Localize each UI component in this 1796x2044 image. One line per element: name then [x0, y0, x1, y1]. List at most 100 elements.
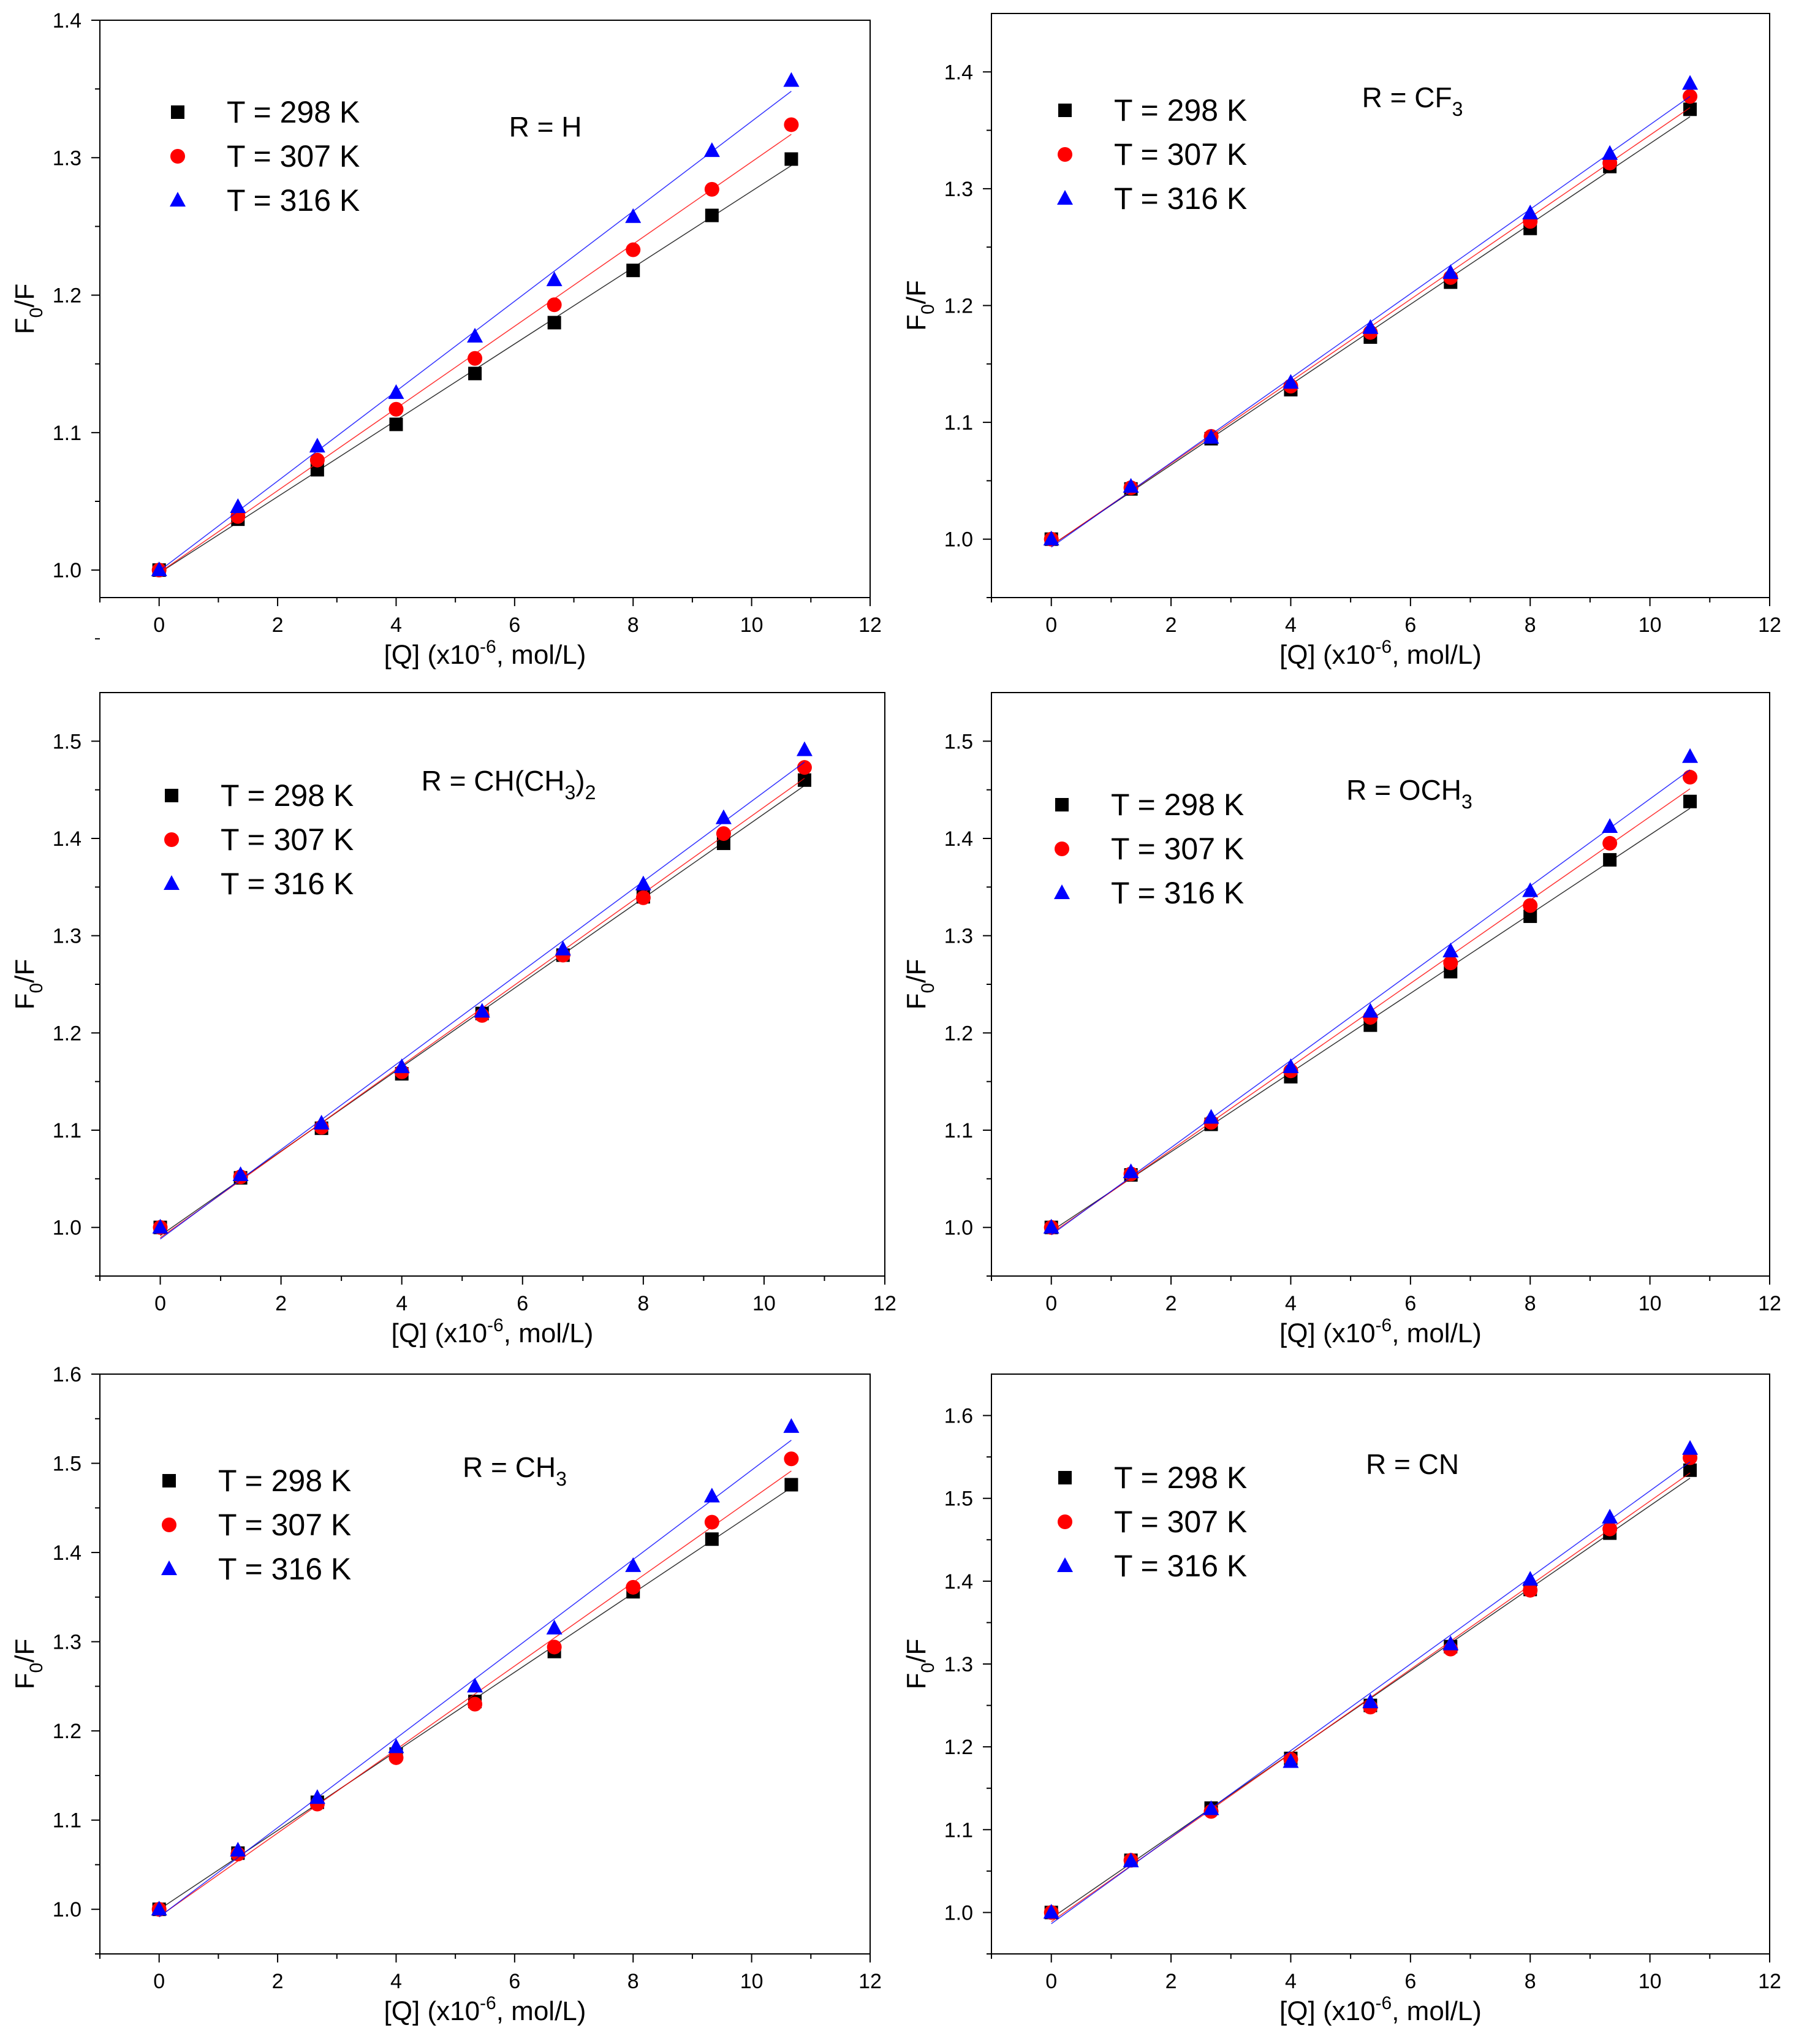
x-tick-label: 8: [627, 614, 639, 637]
legend-marker-square: [165, 789, 178, 802]
y-tick-label: 1.1: [944, 1119, 973, 1142]
data-point-circle: [716, 826, 731, 842]
y-tick-label: 1.4: [53, 9, 81, 32]
panel-title: R = CF3: [1362, 82, 1463, 120]
data-point-square: [547, 316, 561, 330]
x-tick-label: 10: [752, 1292, 776, 1315]
legend-marker-triangle: [170, 192, 186, 207]
x-tick-label: 0: [1045, 1970, 1057, 1993]
chart-panel-4: 0 2 4 6 8 10 12 1.0 1.1 1.2 1.3 1.4 1.5 [Q] (x10-6, m…: [901, 692, 1781, 1348]
x-tick-label: 6: [1404, 614, 1416, 637]
data-point-circle: [1602, 1521, 1618, 1537]
data-point-triangle: [1203, 1109, 1219, 1124]
fit-line-T316: [1051, 769, 1691, 1236]
x-axis-label: [Q] (x10-6, mol/L): [384, 637, 586, 670]
data-point-square: [784, 1478, 798, 1492]
data-point-circle: [1602, 835, 1618, 851]
data-point-triangle: [555, 940, 571, 956]
legend-label: T = 307 K: [1114, 1505, 1247, 1539]
x-tick-label: 12: [858, 1970, 882, 1993]
legend-marker-circle: [162, 1518, 176, 1532]
x-tick-label: 2: [1165, 614, 1177, 637]
y-tick-label: 1.1: [53, 422, 81, 445]
y-axis-label: F0/F: [901, 280, 938, 331]
x-tick-label: 0: [154, 1292, 166, 1315]
data-point-triangle: [1283, 1753, 1299, 1768]
y-tick-label: 1.5: [944, 730, 973, 753]
y-tick-label: 1.1: [944, 1818, 973, 1842]
x-axis-label: [Q] (x10-6, mol/L): [1279, 637, 1482, 670]
legend-label: T = 316 K: [221, 867, 354, 901]
legend-label: T = 298 K: [227, 95, 360, 129]
legend-marker-square: [1058, 104, 1072, 117]
data-point-square: [705, 1532, 719, 1546]
y-axis-label: F0/F: [901, 1639, 938, 1690]
data-point-triangle: [1602, 818, 1618, 833]
data-point-triangle: [635, 875, 651, 891]
plot-frame: [99, 1373, 871, 1955]
data-point-circle: [704, 1514, 719, 1530]
data-point-square: [797, 773, 811, 787]
x-tick-label: 0: [1045, 1292, 1057, 1315]
legend-label: T = 307 K: [227, 139, 360, 173]
y-tick-label: 1.0: [944, 1217, 973, 1240]
x-tick-label: 6: [1404, 1970, 1416, 1993]
y-tick-label: 1.3: [944, 925, 973, 948]
data-point-triangle: [1522, 1571, 1539, 1586]
legend-marker-triangle: [161, 1560, 177, 1575]
x-tick-label: 10: [1639, 1970, 1662, 1993]
data-point-triangle: [313, 1114, 330, 1130]
legend: T = 298 K T = 307 K T = 316 K: [161, 1464, 351, 1586]
legend-marker-square: [162, 1474, 176, 1487]
chart-panel-1: 0 2 4 6 8 10 12 1.0 1.1 1.2 1.3 1.4 [Q] (x10-6, mol/…: [10, 9, 882, 670]
y-tick-label: 1.3: [53, 146, 81, 170]
data-point-square: [626, 264, 640, 278]
x-tick-label: 4: [390, 1970, 402, 1993]
data-point-triangle: [1203, 428, 1219, 444]
fit-line-T307: [159, 1470, 792, 1917]
data-point-circle: [704, 181, 719, 197]
y-tick-label: 1.2: [944, 295, 973, 318]
data-point-square: [1683, 1463, 1697, 1477]
legend-marker-circle: [170, 149, 185, 164]
x-tick-label: 2: [272, 614, 284, 637]
legend-label: T = 298 K: [1114, 93, 1247, 127]
data-point-square: [705, 208, 719, 222]
data-point-circle: [388, 401, 404, 417]
x-tick-label: 8: [637, 1292, 649, 1315]
y-tick-label: 1.1: [53, 1119, 81, 1142]
x-tick-label: 6: [517, 1292, 528, 1315]
y-tick-label: 1.4: [53, 1541, 81, 1565]
data-point-triangle: [1602, 145, 1618, 160]
data-point-triangle: [715, 809, 732, 824]
data-point-circle: [797, 760, 812, 775]
legend-label: T = 307 K: [1114, 137, 1247, 172]
data-point-triangle: [1043, 1904, 1059, 1919]
legend-label: T = 298 K: [218, 1464, 351, 1498]
x-tick-label: 2: [275, 1292, 287, 1315]
data-point-square: [1683, 794, 1697, 808]
chart-panel-2: 0 2 4 6 8 10 12 1.0 1.1 1.2 1.3 1.4 [Q] (x10-6, mol/…: [901, 13, 1781, 670]
panel-title: R = OCH3: [1346, 774, 1472, 813]
panel-title: R = CH3: [463, 1451, 567, 1490]
data-point-triangle: [152, 1218, 169, 1234]
legend-marker-triangle: [1054, 884, 1070, 899]
data-point-triangle: [1123, 477, 1139, 493]
data-point-triangle: [474, 1003, 490, 1018]
data-point-triangle: [1043, 1218, 1059, 1234]
panel-title: R = CN: [1366, 1448, 1459, 1480]
data-point-triangle: [703, 142, 720, 158]
data-point-triangle: [393, 1058, 410, 1073]
data-point-circle: [468, 1696, 483, 1712]
data-point-triangle: [309, 1789, 325, 1804]
data-point-triangle: [1602, 1508, 1618, 1524]
x-tick-label: 4: [396, 1292, 407, 1315]
legend: T = 298 K T = 307 K T = 316 K: [1057, 93, 1247, 216]
y-tick-label: 1.0: [53, 1217, 81, 1240]
data-point-circle: [784, 117, 799, 132]
y-tick-label: 1.2: [53, 1720, 81, 1743]
x-tick-label: 4: [1285, 1970, 1297, 1993]
y-axis-label: F0/F: [10, 284, 47, 335]
legend-marker-triangle: [1057, 1557, 1073, 1572]
data-point-triangle: [1283, 1058, 1299, 1073]
